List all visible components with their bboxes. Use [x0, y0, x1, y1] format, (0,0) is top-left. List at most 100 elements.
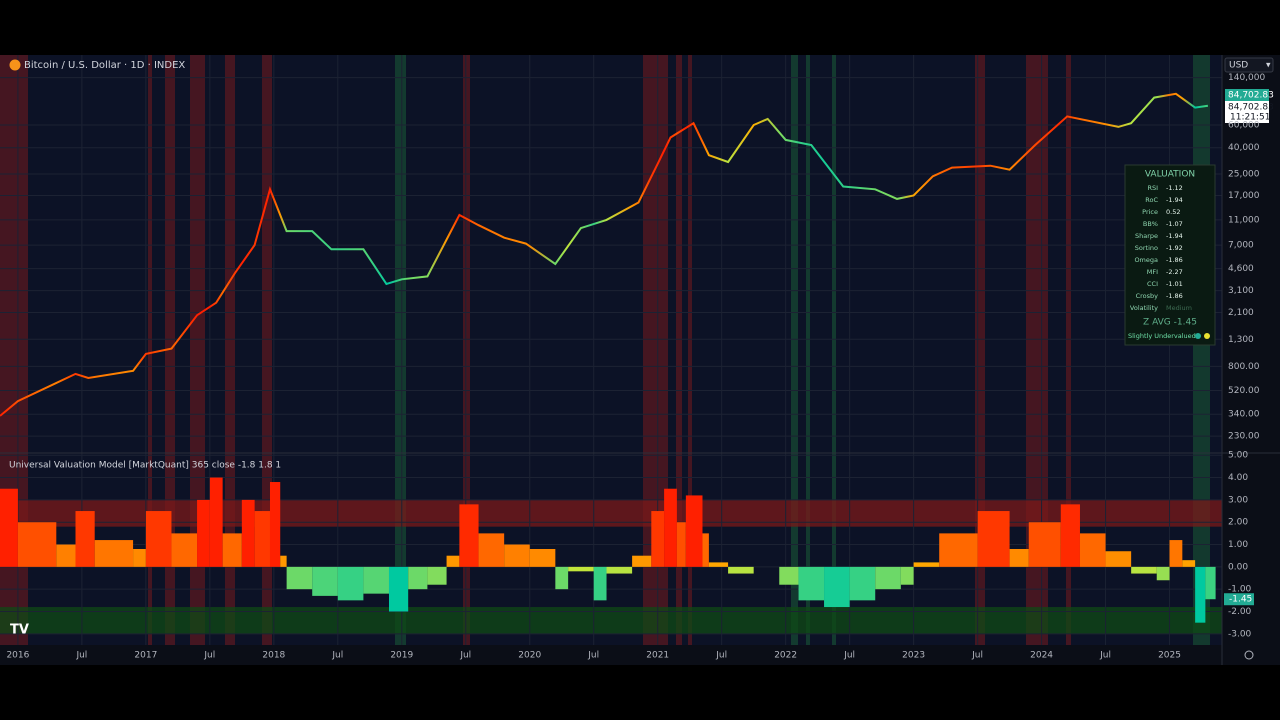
close-label-bg	[1225, 89, 1269, 101]
table-bg	[1124, 164, 1216, 346]
y-tick-label: 17,000	[1228, 191, 1260, 201]
y-tick-label: 1,300	[1228, 335, 1254, 345]
y-tick-label: 1.00	[1228, 540, 1248, 550]
osc-bar	[133, 549, 146, 567]
last-value-label: -1.45	[1229, 595, 1252, 605]
osc-bar	[913, 562, 940, 567]
y-tick-label: -2.00	[1228, 607, 1252, 617]
osc-bar	[363, 566, 389, 594]
osc-bar	[1028, 522, 1061, 567]
y-tick-label: 230.00	[1228, 432, 1260, 442]
metric-value: -2.27	[1166, 268, 1183, 276]
currency[interactable]: USD	[1229, 61, 1248, 71]
btc-icon	[9, 59, 21, 71]
y-tick-label: 25,000	[1228, 169, 1260, 179]
metric-value: -1.94	[1166, 196, 1183, 204]
osc-bar	[197, 499, 210, 567]
osc-bar	[269, 482, 281, 567]
metric-name: MFI	[1147, 268, 1158, 276]
osc-bar	[900, 566, 914, 585]
y-tick-label: 340.00	[1228, 410, 1260, 420]
x-tick-label: 2022	[774, 651, 797, 661]
status-dot	[1195, 333, 1201, 339]
y-tick-label: 0.00	[1228, 562, 1248, 572]
osc-bar	[254, 511, 270, 567]
x-tick-label: 2019	[390, 651, 413, 661]
osc-bar	[1195, 566, 1206, 623]
x-tick-label: 2024	[1030, 651, 1053, 661]
y-tick-label: 140,000	[1228, 73, 1265, 83]
osc-bar	[280, 555, 287, 567]
osc-bar	[939, 533, 978, 567]
currency-select[interactable]	[1224, 57, 1274, 73]
x-tick-label: 2017	[134, 651, 157, 661]
osc-bar	[798, 566, 825, 601]
osc-bar	[708, 562, 729, 567]
osc-bar	[145, 511, 172, 567]
close-label: 84,702.83	[1228, 91, 1274, 101]
y-tick-label: 5.00	[1228, 451, 1248, 461]
y-tick-label: 520.00	[1228, 386, 1260, 396]
osc-bar	[728, 566, 754, 574]
y-tick-label: -1.00	[1228, 585, 1252, 595]
y-tick-label: 7,000	[1228, 241, 1254, 251]
osc-bar	[171, 533, 198, 567]
y-tick-label: 40,000	[1228, 143, 1260, 153]
osc-bar	[606, 566, 633, 574]
metric-name: Volatility	[1130, 304, 1158, 312]
osc-bar	[75, 511, 95, 567]
metric-name: Sharpe	[1135, 232, 1158, 240]
osc-bar	[1205, 566, 1216, 600]
osc-bar	[209, 477, 223, 567]
osc-bar	[875, 566, 901, 590]
osc-bar	[779, 566, 799, 585]
settings-icon[interactable]	[1244, 650, 1254, 660]
osc-bar	[0, 488, 18, 567]
metric-name: RoC	[1145, 196, 1158, 204]
metric-value: Medium	[1166, 304, 1192, 312]
tv-logo[interactable]: TV	[10, 623, 29, 638]
osc-bar	[977, 511, 1010, 567]
osc-bar	[702, 533, 709, 567]
x-tick-label: Jul	[971, 651, 983, 661]
y-tick-label: 3.00	[1228, 495, 1248, 505]
metric-value: -1.92	[1166, 244, 1183, 252]
osc-bar	[651, 511, 665, 567]
metric-name: CCI	[1147, 280, 1158, 288]
x-tick-label: Jul	[331, 651, 343, 661]
metric-value: -1.86	[1166, 256, 1183, 264]
metric-name: RSI	[1147, 184, 1158, 192]
y-tick-label: 2.00	[1228, 518, 1248, 528]
status: Slightly Undervalued	[1128, 332, 1196, 340]
osc-bar	[676, 522, 686, 567]
osc-bar	[593, 566, 607, 601]
osc-bar	[94, 540, 134, 567]
y-tick-label: -3.00	[1228, 629, 1252, 639]
osc-bar	[664, 488, 677, 567]
x-tick-label: Jul	[715, 651, 727, 661]
osc-bar	[632, 555, 652, 567]
osc-bar	[1009, 549, 1029, 567]
osc-bar	[337, 566, 364, 601]
osc-bar	[1060, 504, 1080, 567]
countdown: 11:21:51	[1230, 113, 1270, 123]
x-tick-label: Jul	[587, 651, 599, 661]
y-tick-label: 800.00	[1228, 362, 1260, 372]
osc-bar	[824, 566, 850, 608]
indicator-title[interactable]: Universal Valuation Model [MarktQuant] 3…	[9, 461, 281, 471]
osc-bar	[17, 522, 57, 567]
price-line	[0, 92, 1209, 417]
symbol-title[interactable]: Bitcoin / U.S. Dollar · 1D · INDEX	[24, 60, 185, 71]
metric-name: BB%	[1143, 220, 1158, 228]
dropdown-arrow: ▾	[1266, 61, 1271, 71]
osc-bar	[312, 566, 338, 596]
x-tick-label: 2018	[262, 651, 285, 661]
osc-bar	[1105, 551, 1132, 567]
osc-bar	[286, 566, 313, 590]
osc-bar	[446, 555, 460, 567]
x-tick-label: 2023	[902, 651, 925, 661]
metric-value: -1.07	[1166, 220, 1183, 228]
y-tick-label: 60,000	[1228, 121, 1260, 131]
y-tick-label: 11,000	[1228, 215, 1260, 225]
